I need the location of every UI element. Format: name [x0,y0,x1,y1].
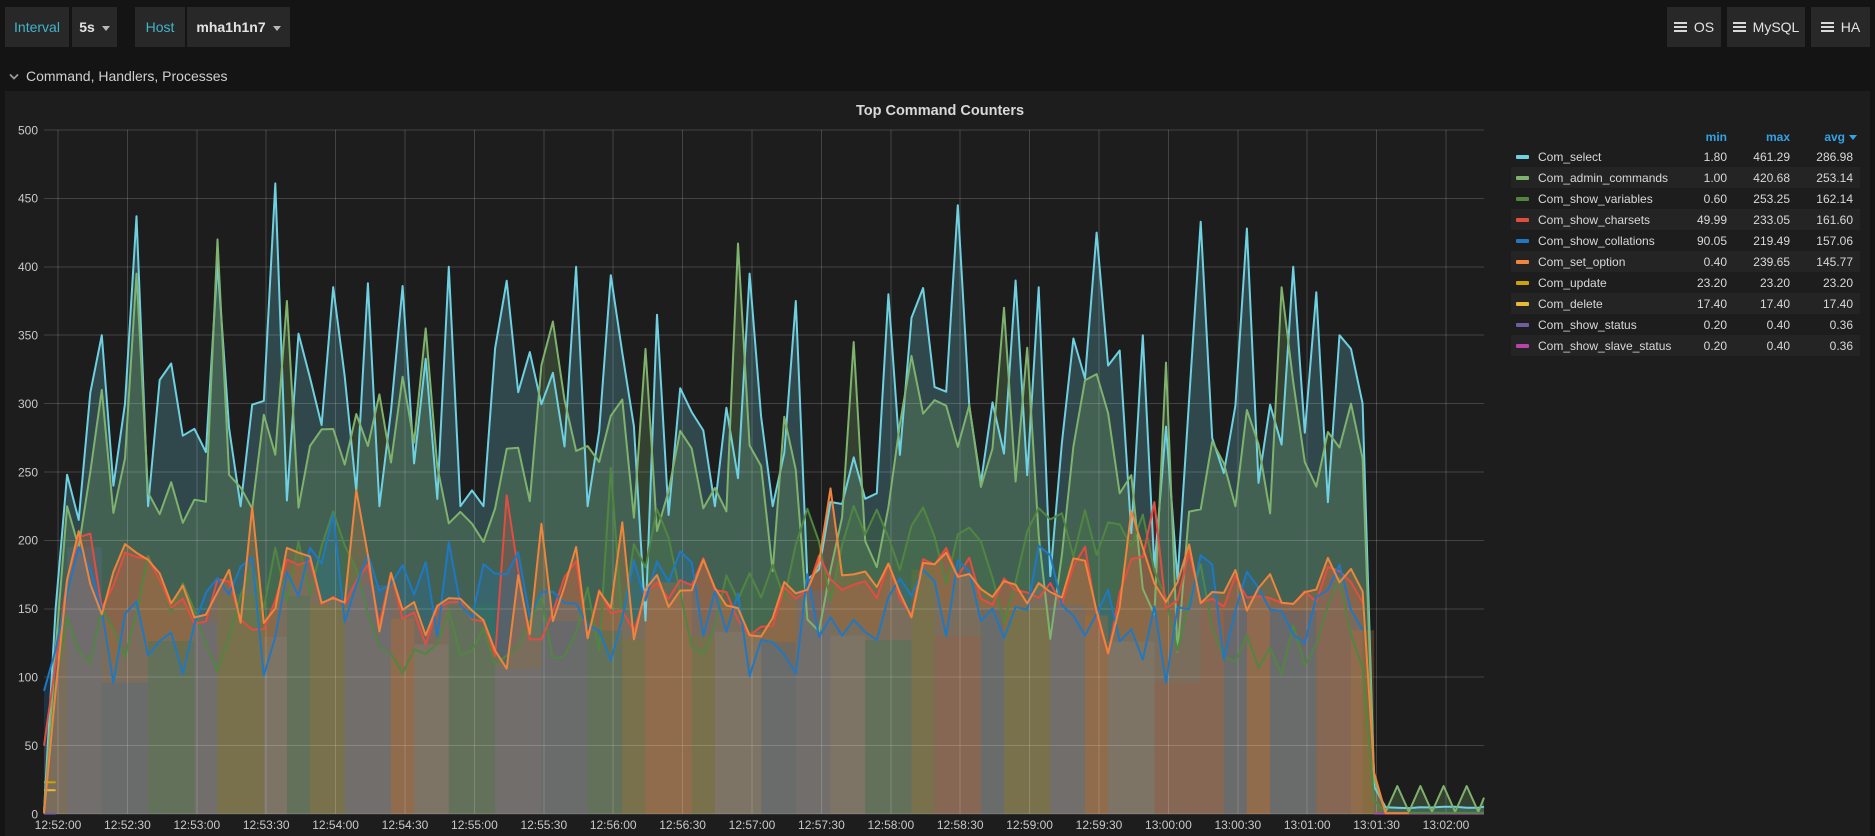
svg-text:12:58:00: 12:58:00 [867,818,914,832]
svg-text:12:59:30: 12:59:30 [1076,818,1123,832]
svg-text:0: 0 [31,807,38,821]
svg-text:13:02:00: 13:02:00 [1423,818,1470,832]
svg-text:12:55:30: 12:55:30 [520,818,567,832]
svg-text:13:00:00: 13:00:00 [1145,818,1192,832]
svg-text:350: 350 [18,329,38,343]
svg-text:12:57:00: 12:57:00 [729,818,776,832]
svg-text:500: 500 [18,123,38,137]
svg-text:12:52:00: 12:52:00 [35,818,82,832]
svg-text:50: 50 [25,739,39,753]
svg-text:12:54:30: 12:54:30 [382,818,429,832]
svg-text:400: 400 [18,260,38,274]
svg-text:12:56:30: 12:56:30 [659,818,706,832]
svg-text:100: 100 [18,671,38,685]
svg-text:12:53:00: 12:53:00 [173,818,220,832]
svg-text:13:01:30: 13:01:30 [1353,818,1400,832]
svg-text:450: 450 [18,192,38,206]
svg-text:12:53:30: 12:53:30 [243,818,290,832]
svg-text:250: 250 [18,465,38,479]
svg-text:12:58:30: 12:58:30 [937,818,984,832]
svg-text:12:52:30: 12:52:30 [104,818,151,832]
svg-text:150: 150 [18,602,38,616]
svg-text:12:56:00: 12:56:00 [590,818,637,832]
svg-text:12:55:00: 12:55:00 [451,818,498,832]
svg-text:13:00:30: 13:00:30 [1214,818,1261,832]
svg-text:300: 300 [18,397,38,411]
svg-text:12:57:30: 12:57:30 [798,818,845,832]
svg-text:200: 200 [18,534,38,548]
svg-text:13:01:00: 13:01:00 [1284,818,1331,832]
svg-text:12:59:00: 12:59:00 [1006,818,1053,832]
svg-text:12:54:00: 12:54:00 [312,818,359,832]
